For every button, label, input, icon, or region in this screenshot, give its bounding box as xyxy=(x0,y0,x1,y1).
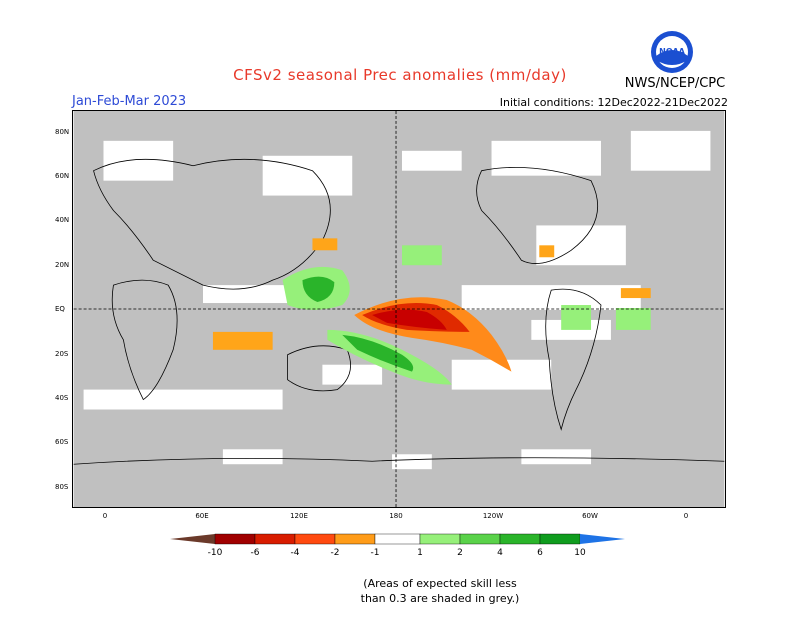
lat-label: 20N xyxy=(55,261,70,269)
colorbar-swatch xyxy=(539,533,581,545)
colorbar-label: -10 xyxy=(207,548,223,558)
colorbar-swatch xyxy=(374,533,421,545)
colorbar-label: 2 xyxy=(457,548,463,558)
colorbar-label: -2 xyxy=(330,548,340,558)
lon-label: 180 xyxy=(389,512,403,520)
lat-label: 60N xyxy=(55,172,70,180)
colorbar-label: -6 xyxy=(250,548,260,558)
lon-label: 60E xyxy=(195,512,209,520)
logo-text: NOAA xyxy=(659,47,685,56)
skill-note-line1: (Areas of expected skill less xyxy=(363,577,517,590)
wet-anomalies xyxy=(282,245,651,385)
lon-label: 0 xyxy=(102,512,108,520)
colorbar-swatch xyxy=(499,533,541,545)
lon-label: 120E xyxy=(290,512,308,520)
skill-note-line2: than 0.3 are shaded in grey.) xyxy=(360,592,520,605)
colorbar-swatch xyxy=(254,533,296,545)
colorbar-label: 1 xyxy=(417,548,423,558)
initial-conditions: Initial conditions: 12Dec2022-21Dec2022 xyxy=(499,96,728,109)
colorbar xyxy=(170,533,625,545)
coastlines xyxy=(73,158,725,465)
colorbar-swatch xyxy=(419,533,461,545)
colorbar-label: 4 xyxy=(497,548,503,558)
chart-title: CFSv2 seasonal Prec anomalies (mm/day) xyxy=(233,66,567,84)
lon-label: 120W xyxy=(482,512,504,520)
lat-label: 40S xyxy=(55,394,69,402)
colorbar-label: 10 xyxy=(574,548,586,558)
lat-label: 80S xyxy=(55,483,69,491)
lat-label: 40N xyxy=(55,216,70,224)
colorbar-arrow-low xyxy=(170,534,215,544)
lat-label: 80N xyxy=(55,128,70,136)
skill-note: (Areas of expected skill less than 0.3 a… xyxy=(330,576,550,606)
forecast-period: Jan-Feb-Mar 2023 xyxy=(72,94,187,109)
colorbar-swatch xyxy=(459,533,501,545)
noaa-logo: NOAA xyxy=(651,31,693,73)
colorbar-label: -1 xyxy=(370,548,380,558)
lat-label: EQ xyxy=(55,305,65,313)
colorbar-swatch xyxy=(334,533,376,545)
agency-label: NWS/NCEP/CPC xyxy=(624,76,726,91)
colorbar-label: -4 xyxy=(290,548,300,558)
precip-anomaly-map xyxy=(72,110,726,508)
colorbar-swatch xyxy=(214,533,256,545)
lat-label: 60S xyxy=(55,438,69,446)
lon-label: 60W xyxy=(582,512,598,520)
colorbar-arrow-high xyxy=(580,534,625,544)
colorbar-swatch xyxy=(294,533,336,545)
colorbar-label: 6 xyxy=(537,548,543,558)
lon-label: 0 xyxy=(683,512,689,520)
lat-label: 20S xyxy=(55,350,69,358)
dry-anomalies xyxy=(212,238,651,372)
